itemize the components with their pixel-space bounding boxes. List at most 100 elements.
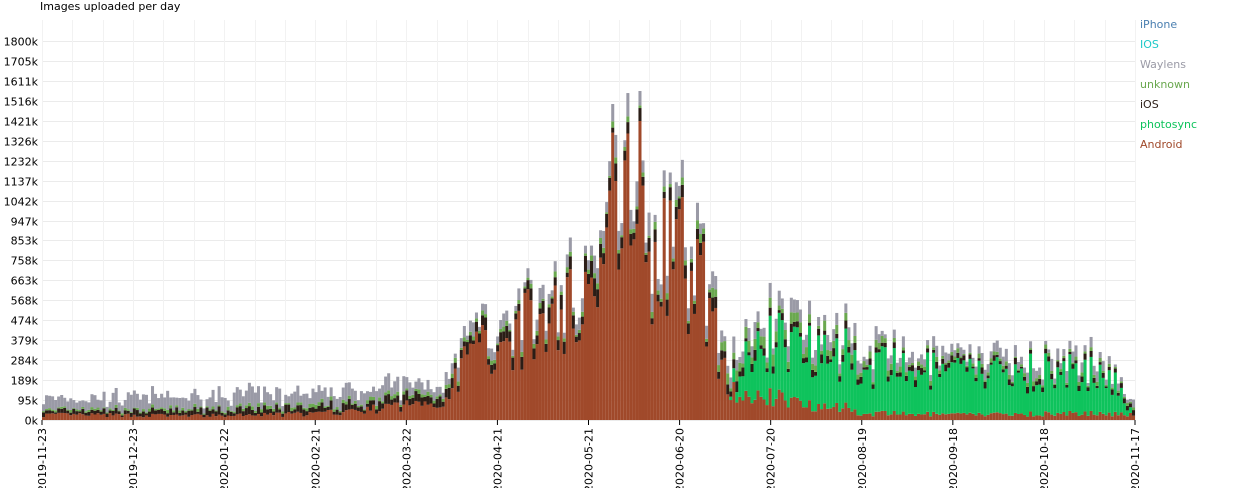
day-bar [1062,349,1066,420]
day-bar [308,398,312,420]
bar-segment-unknown [229,410,233,412]
bar-segment-unknown [950,351,954,356]
bar-segment-android [1004,413,1008,420]
bar-segment-android [620,248,624,420]
bar-segment-unknown [347,395,351,400]
day-bar [259,402,264,420]
bar-segment-android [992,412,996,420]
bar-segment-ios [241,411,245,416]
bar-segment-unknown [356,405,360,408]
bar-segment-photosync [1095,388,1099,416]
bar-segment-android [659,306,663,420]
bar-segment-android [474,331,478,420]
bar-segment-waylens [829,342,833,351]
day-bar [1010,375,1014,420]
day-bar [826,334,830,420]
bar-segment-ios [614,163,618,181]
bar-segment-unknown [459,347,463,350]
bar-segment-unknown [1053,383,1057,385]
day-bar [705,325,709,420]
bar-segment-unknown [405,388,409,391]
bar-segment-android [278,412,282,420]
bar-segment-android [341,412,345,420]
bar-segment-ios [1071,364,1075,369]
bar-segment-unknown [111,409,115,411]
day-bar [320,390,324,420]
bar-segment-waylens [368,391,373,397]
day-bar [883,334,887,420]
bar-segment-waylens [335,398,339,408]
bar-segment-unknown [269,405,273,409]
bar-segment-waylens [971,357,975,364]
bar-segment-photosync [907,370,911,414]
bar-segment-ios [69,412,73,416]
bar-segment-waylens [405,377,409,389]
day-bar [823,314,827,420]
bar-segment-unknown [565,267,569,273]
bar-segment-unknown [820,350,824,355]
bar-segment-unknown [190,409,194,411]
bar-segment-android [804,407,809,420]
bar-segment-unknown [375,405,379,410]
bar-segment-waylens [962,349,966,354]
bar-segment-unknown [129,412,133,413]
bar-segment-waylens [93,395,97,409]
day-bar [723,336,727,420]
day-bar [393,381,397,420]
bar-segment-waylens [798,309,802,323]
bar-segment-waylens [293,391,297,408]
bar-segment-waylens [1065,371,1069,383]
bar-segment-waylens [96,399,100,408]
day-bar [817,317,821,420]
day-bar [147,403,151,420]
bar-segment-unknown [338,410,342,413]
bar-segment-waylens [468,320,472,332]
day-bar [814,349,818,420]
bar-segment-android [247,414,251,420]
bar-segment-photosync [735,392,739,403]
bar-segment-unknown [490,360,494,365]
bar-segment-ios [335,409,339,415]
bar-segment-photosync [1113,372,1117,412]
bar-segment-android [499,342,503,420]
bar-segment-ios [214,411,218,417]
day-bar [538,287,542,420]
bar-segment-unknown [456,381,460,386]
bar-segment-android [689,270,693,420]
bar-segment-unknown [93,408,97,411]
bar-segment-unknown [42,411,46,413]
bar-segment-android [93,414,97,420]
bar-segment-android [898,414,902,420]
bar-segment-photosync [1047,361,1051,413]
bar-segment-waylens [317,385,321,403]
bar-segment-android [338,415,342,420]
bar-segment-android [832,406,836,420]
bar-segment-ios [456,385,460,392]
bar-segment-waylens [950,343,954,352]
day-bar [726,365,730,420]
bar-segment-android [69,415,73,420]
day-bar [614,134,618,420]
day-bar [493,352,497,420]
day-bar [835,312,839,420]
day-bar [253,392,257,420]
bar-segment-ios [1059,371,1063,375]
bar-segment-unknown [1068,348,1072,352]
bar-segment-ios [114,407,118,414]
bar-segment-android [653,241,657,420]
bar-segment-android [965,414,969,420]
bar-segment-ios [995,354,999,358]
bar-segment-android [414,400,418,420]
bar-segment-waylens [247,382,251,403]
bar-segment-android [950,413,954,420]
bar-segment-photosync [1026,393,1030,417]
day-bar [626,93,630,421]
bar-segment-android [593,296,597,420]
bar-segment-unknown [323,406,327,408]
day-bar [508,323,512,420]
bar-segment-waylens [1122,393,1126,397]
bar-segment-ios [835,333,839,339]
day-bar [87,402,91,420]
bar-segment-waylens [60,395,64,407]
